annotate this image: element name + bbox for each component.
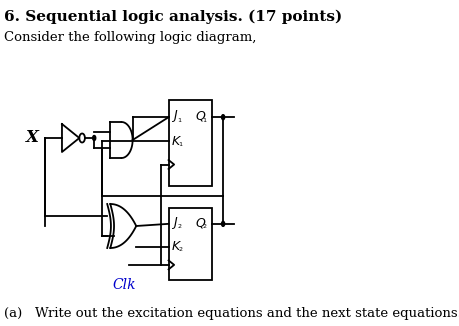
Text: $_2$: $_2$ bbox=[177, 222, 182, 231]
Bar bbox=[168, 208, 212, 280]
Text: $K$: $K$ bbox=[171, 135, 182, 148]
Circle shape bbox=[221, 115, 224, 120]
Text: X: X bbox=[26, 129, 39, 146]
Bar bbox=[168, 100, 212, 186]
Text: $Q$: $Q$ bbox=[194, 216, 206, 230]
Circle shape bbox=[92, 136, 95, 141]
Text: Consider the following logic diagram,: Consider the following logic diagram, bbox=[4, 31, 256, 44]
Text: $Q$: $Q$ bbox=[194, 109, 206, 123]
Text: $_2$: $_2$ bbox=[178, 245, 183, 254]
Text: 6. Sequential logic analysis. (17 points): 6. Sequential logic analysis. (17 points… bbox=[4, 10, 342, 24]
Text: $K$: $K$ bbox=[171, 240, 182, 253]
Text: (a)   Write out the excitation equations and the next state equations. (6 points: (a) Write out the excitation equations a… bbox=[4, 307, 459, 320]
Text: $_1$: $_1$ bbox=[202, 116, 207, 125]
Text: $_1$: $_1$ bbox=[178, 140, 183, 149]
Text: $J$: $J$ bbox=[171, 108, 178, 124]
Circle shape bbox=[221, 221, 224, 226]
Text: Clk: Clk bbox=[112, 278, 136, 292]
Text: $J$: $J$ bbox=[171, 215, 178, 231]
Text: $_2$: $_2$ bbox=[202, 222, 207, 231]
Text: $_1$: $_1$ bbox=[177, 116, 182, 125]
